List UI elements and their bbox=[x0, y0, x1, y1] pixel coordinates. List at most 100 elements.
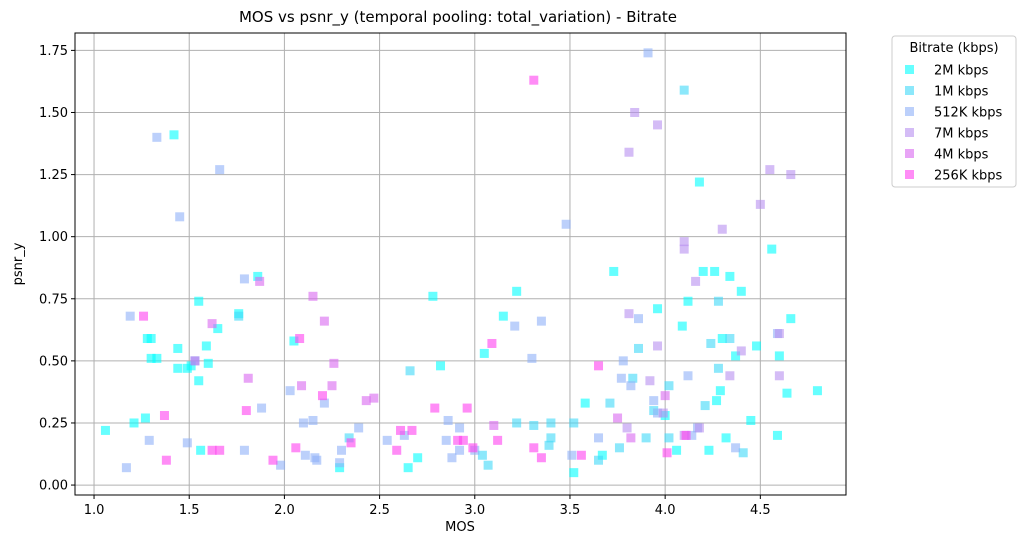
data-point bbox=[715, 386, 725, 396]
data-point bbox=[319, 398, 329, 408]
data-point bbox=[536, 453, 546, 463]
y-tick-label: 1.00 bbox=[39, 230, 68, 245]
data-point bbox=[658, 408, 668, 418]
data-point bbox=[683, 371, 693, 381]
data-point bbox=[215, 445, 225, 455]
y-tick-label: 0.25 bbox=[39, 416, 68, 431]
data-point bbox=[527, 353, 537, 363]
data-point bbox=[706, 338, 716, 348]
data-point bbox=[597, 450, 607, 460]
data-point bbox=[691, 276, 701, 286]
data-point bbox=[569, 468, 579, 478]
data-point bbox=[207, 319, 217, 329]
x-tick-label: 2.5 bbox=[369, 503, 390, 518]
data-point bbox=[146, 334, 156, 344]
data-point bbox=[725, 334, 735, 344]
x-axis-label: MOS bbox=[445, 520, 475, 535]
x-axis-ticks: 1.0 1.5 2.0 2.5 3.0 3.5 4.0 4.5 bbox=[84, 495, 771, 518]
data-point bbox=[173, 363, 183, 373]
data-point bbox=[731, 351, 741, 361]
data-point bbox=[399, 430, 409, 440]
data-point bbox=[561, 219, 571, 229]
data-point bbox=[300, 450, 310, 460]
x-tick-label: 1.0 bbox=[84, 503, 105, 518]
data-point bbox=[614, 443, 624, 453]
data-point bbox=[479, 348, 489, 358]
data-point bbox=[546, 418, 556, 428]
data-point bbox=[455, 423, 465, 433]
y-tick-label: 1.50 bbox=[39, 106, 68, 121]
data-points bbox=[100, 48, 822, 478]
data-point bbox=[483, 460, 493, 470]
data-point bbox=[618, 356, 628, 366]
data-point bbox=[580, 398, 590, 408]
data-point bbox=[239, 445, 249, 455]
data-point bbox=[152, 132, 162, 142]
x-tick-label: 1.5 bbox=[179, 503, 200, 518]
data-point bbox=[139, 311, 149, 321]
y-axis-label: psnr_y bbox=[11, 242, 26, 285]
data-point bbox=[786, 314, 796, 324]
data-point bbox=[510, 321, 520, 331]
data-point bbox=[213, 324, 223, 334]
data-point bbox=[392, 445, 402, 455]
data-point bbox=[443, 415, 453, 425]
legend-label: 7M kbps bbox=[934, 127, 989, 142]
data-point bbox=[291, 443, 301, 453]
data-point bbox=[731, 443, 741, 453]
data-point bbox=[335, 463, 345, 473]
legend-label: 4M kbps bbox=[934, 148, 989, 163]
data-point bbox=[662, 448, 672, 458]
data-point bbox=[194, 296, 204, 306]
data-point bbox=[576, 450, 586, 460]
data-point bbox=[344, 433, 354, 443]
y-tick-label: 0.75 bbox=[39, 292, 68, 307]
data-point bbox=[194, 376, 204, 386]
data-point bbox=[704, 445, 714, 455]
data-point bbox=[812, 386, 822, 396]
data-point bbox=[594, 361, 604, 371]
legend-label: 256K kbps bbox=[934, 169, 1003, 184]
data-point bbox=[633, 314, 643, 324]
data-point bbox=[207, 445, 217, 455]
data-point bbox=[536, 316, 546, 326]
y-tick-label: 1.25 bbox=[39, 168, 68, 183]
data-point bbox=[624, 309, 634, 319]
legend-items: 2M kbps 1M kbps 512K kbps 7M kbps 4M kbps 256… bbox=[905, 64, 1003, 184]
data-point bbox=[529, 75, 539, 85]
data-point bbox=[241, 406, 251, 416]
legend-box bbox=[891, 35, 1017, 188]
data-point bbox=[257, 403, 267, 413]
data-point bbox=[653, 304, 663, 314]
series-512k-kbps bbox=[121, 48, 782, 473]
data-point bbox=[683, 296, 693, 306]
data-point bbox=[489, 420, 499, 430]
data-point bbox=[493, 435, 503, 445]
data-point bbox=[594, 455, 604, 465]
data-point bbox=[622, 423, 632, 433]
data-point bbox=[161, 455, 171, 465]
data-point bbox=[319, 316, 329, 326]
data-point bbox=[186, 361, 196, 371]
data-point bbox=[736, 286, 746, 296]
y-tick-label: 1.75 bbox=[39, 44, 68, 59]
data-point bbox=[649, 396, 659, 406]
data-point bbox=[234, 311, 244, 321]
data-point bbox=[152, 353, 162, 363]
data-point bbox=[317, 391, 327, 401]
data-point bbox=[713, 363, 723, 373]
data-point bbox=[755, 199, 765, 209]
data-point bbox=[100, 425, 110, 435]
data-point bbox=[428, 291, 438, 301]
legend-marker bbox=[905, 107, 914, 116]
x-tick-label: 3.5 bbox=[560, 503, 581, 518]
data-point bbox=[405, 366, 415, 376]
data-point bbox=[285, 386, 295, 396]
data-point bbox=[772, 430, 782, 440]
data-point bbox=[297, 381, 307, 391]
data-point bbox=[335, 458, 345, 468]
data-point bbox=[736, 346, 746, 356]
data-point bbox=[327, 381, 337, 391]
data-point bbox=[609, 266, 619, 276]
